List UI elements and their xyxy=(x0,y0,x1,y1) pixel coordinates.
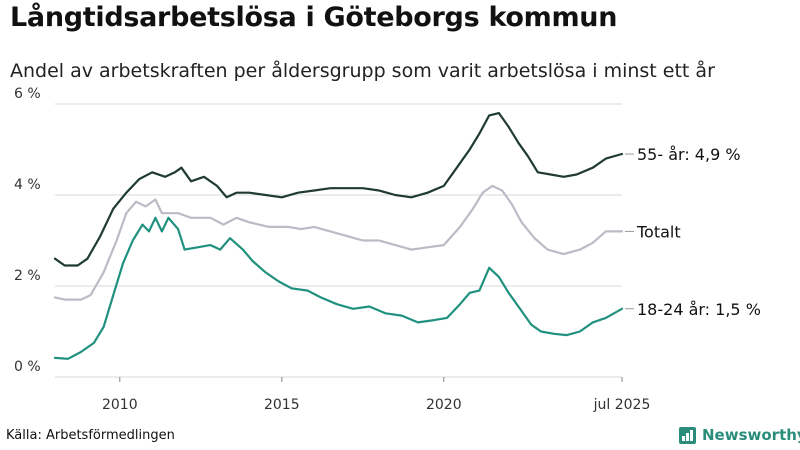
end-label-older: 55- år: 4,9 % xyxy=(637,145,741,164)
grid-layer xyxy=(55,103,622,378)
end-label-young: 18-24 år: 1,5 % xyxy=(637,300,761,319)
source-note: Källa: Arbetsförmedlingen xyxy=(6,428,175,443)
x-tick-label: 2015 xyxy=(264,397,300,413)
series-layer xyxy=(53,112,624,360)
brand-logo: Newsworthy xyxy=(679,426,800,444)
x-tick-label: 2010 xyxy=(102,397,138,413)
x-tick-label: 2020 xyxy=(426,397,462,413)
y-tick-label: 0 % xyxy=(14,359,41,375)
bar-chart-icon xyxy=(679,426,696,444)
y-tick-label: 6 % xyxy=(14,86,41,102)
series-line-total xyxy=(53,184,624,301)
y-tick-label: 2 % xyxy=(14,268,41,284)
x-tick-label: jul 2025 xyxy=(593,397,651,413)
axis-layer: 0 % 2 % 4 % 6 % 2010 2015 2020 jul 2025 xyxy=(14,86,650,413)
end-label-total: Totalt xyxy=(636,222,681,241)
series-line-young xyxy=(53,216,624,360)
chart-subtitle: Andel av arbetskraften per åldersgrupp s… xyxy=(10,60,715,82)
label-layer: 55- år: 4,9 % Totalt 18-24 år: 1,5 % xyxy=(625,145,761,319)
series-line-older xyxy=(53,112,624,267)
brand-name: Newsworthy xyxy=(702,426,800,444)
y-tick-label: 4 % xyxy=(14,177,41,193)
chart-title: Långtidsarbetslösa i Göteborgs kommun xyxy=(10,2,618,33)
